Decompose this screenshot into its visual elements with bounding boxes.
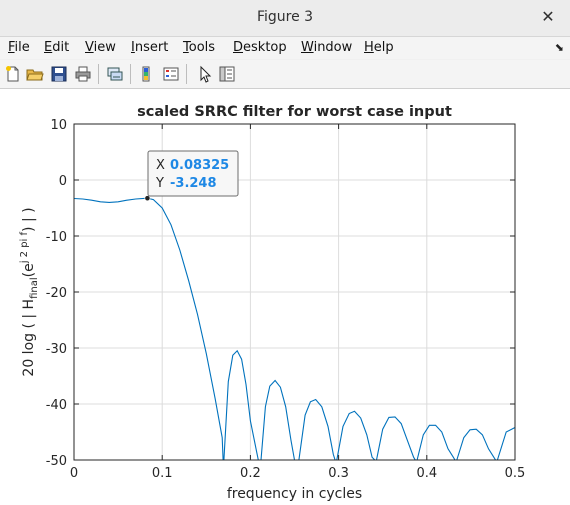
window-title: Figure 3: [0, 9, 570, 25]
chart-title: scaled SRRC filter for worst case input: [137, 104, 452, 120]
datatip-y-label: Y: [155, 176, 164, 191]
axes-plot[interactable]: 0 0.1 0.2 0.3 0.4 0.5 10 0 -10 -20 -30 -40 -50 scaled…: [0, 89, 570, 505]
menu-edit[interactable]: Edit: [44, 40, 69, 55]
link-plot-icon[interactable]: [106, 65, 124, 83]
x-tick-label: 0.3: [328, 466, 349, 481]
toolbar-separator: [130, 64, 131, 84]
toolbar-separator: [186, 64, 187, 84]
toolbar-separator: [98, 64, 99, 84]
y-tick-label: 0: [59, 174, 67, 189]
figure-toolbar: [0, 60, 570, 89]
edit-plot-icon[interactable]: [196, 65, 214, 83]
open-file-icon[interactable]: [26, 65, 44, 83]
x-tick-label: 0.2: [240, 466, 261, 481]
datatip-y-value: -3.248: [170, 176, 217, 191]
menu-view[interactable]: View: [85, 40, 116, 55]
window-titlebar: Figure 3 ✕: [0, 0, 570, 37]
x-tick-label: 0.5: [505, 466, 526, 481]
y-axis-label: 20 log ( | Hfinal(ej 2 pi f) | ): [19, 207, 40, 376]
datatip-x-label: X: [156, 158, 165, 173]
insert-legend-icon[interactable]: [162, 65, 180, 83]
y-tick-label: -20: [46, 286, 67, 301]
menu-window[interactable]: Window: [301, 40, 352, 55]
datatip-x-value: 0.08325: [170, 158, 229, 173]
y-tick-label: -50: [46, 454, 67, 469]
x-axis-label: frequency in cycles: [227, 486, 362, 502]
menu-help[interactable]: Help: [364, 40, 394, 55]
menu-desktop[interactable]: Desktop: [233, 40, 287, 55]
y-tick-label: 10: [50, 118, 67, 133]
menu-bar: ⬊ File Edit View Insert Tools Desktop Window He…: [0, 37, 570, 59]
x-tick-label: 0.1: [152, 466, 173, 481]
x-tick-label: 0: [70, 466, 78, 481]
print-icon[interactable]: [74, 65, 92, 83]
x-tick-label: 0.4: [416, 466, 437, 481]
property-inspector-icon[interactable]: [218, 65, 236, 83]
dock-figure-icon[interactable]: ⬊: [555, 41, 564, 54]
figure-canvas: 0 0.1 0.2 0.3 0.4 0.5 10 0 -10 -20 -30 -40 -50 scaled…: [0, 89, 570, 505]
menu-insert[interactable]: Insert: [131, 40, 168, 55]
close-icon[interactable]: ✕: [538, 7, 558, 27]
save-icon[interactable]: [50, 65, 68, 83]
insert-colorbar-icon[interactable]: [138, 65, 156, 83]
menu-file[interactable]: File: [8, 40, 30, 55]
menu-tools[interactable]: Tools: [183, 40, 215, 55]
y-tick-label: -30: [46, 342, 67, 357]
new-figure-icon[interactable]: [4, 65, 22, 83]
y-tick-label: -10: [46, 230, 67, 245]
y-tick-label: -40: [46, 398, 67, 413]
